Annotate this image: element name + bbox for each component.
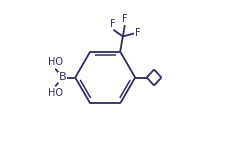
Text: F: F (135, 29, 141, 38)
Text: B: B (59, 73, 67, 82)
Text: HO: HO (48, 88, 63, 98)
Text: HO: HO (48, 57, 63, 67)
Text: F: F (122, 14, 128, 24)
Text: F: F (110, 19, 115, 29)
